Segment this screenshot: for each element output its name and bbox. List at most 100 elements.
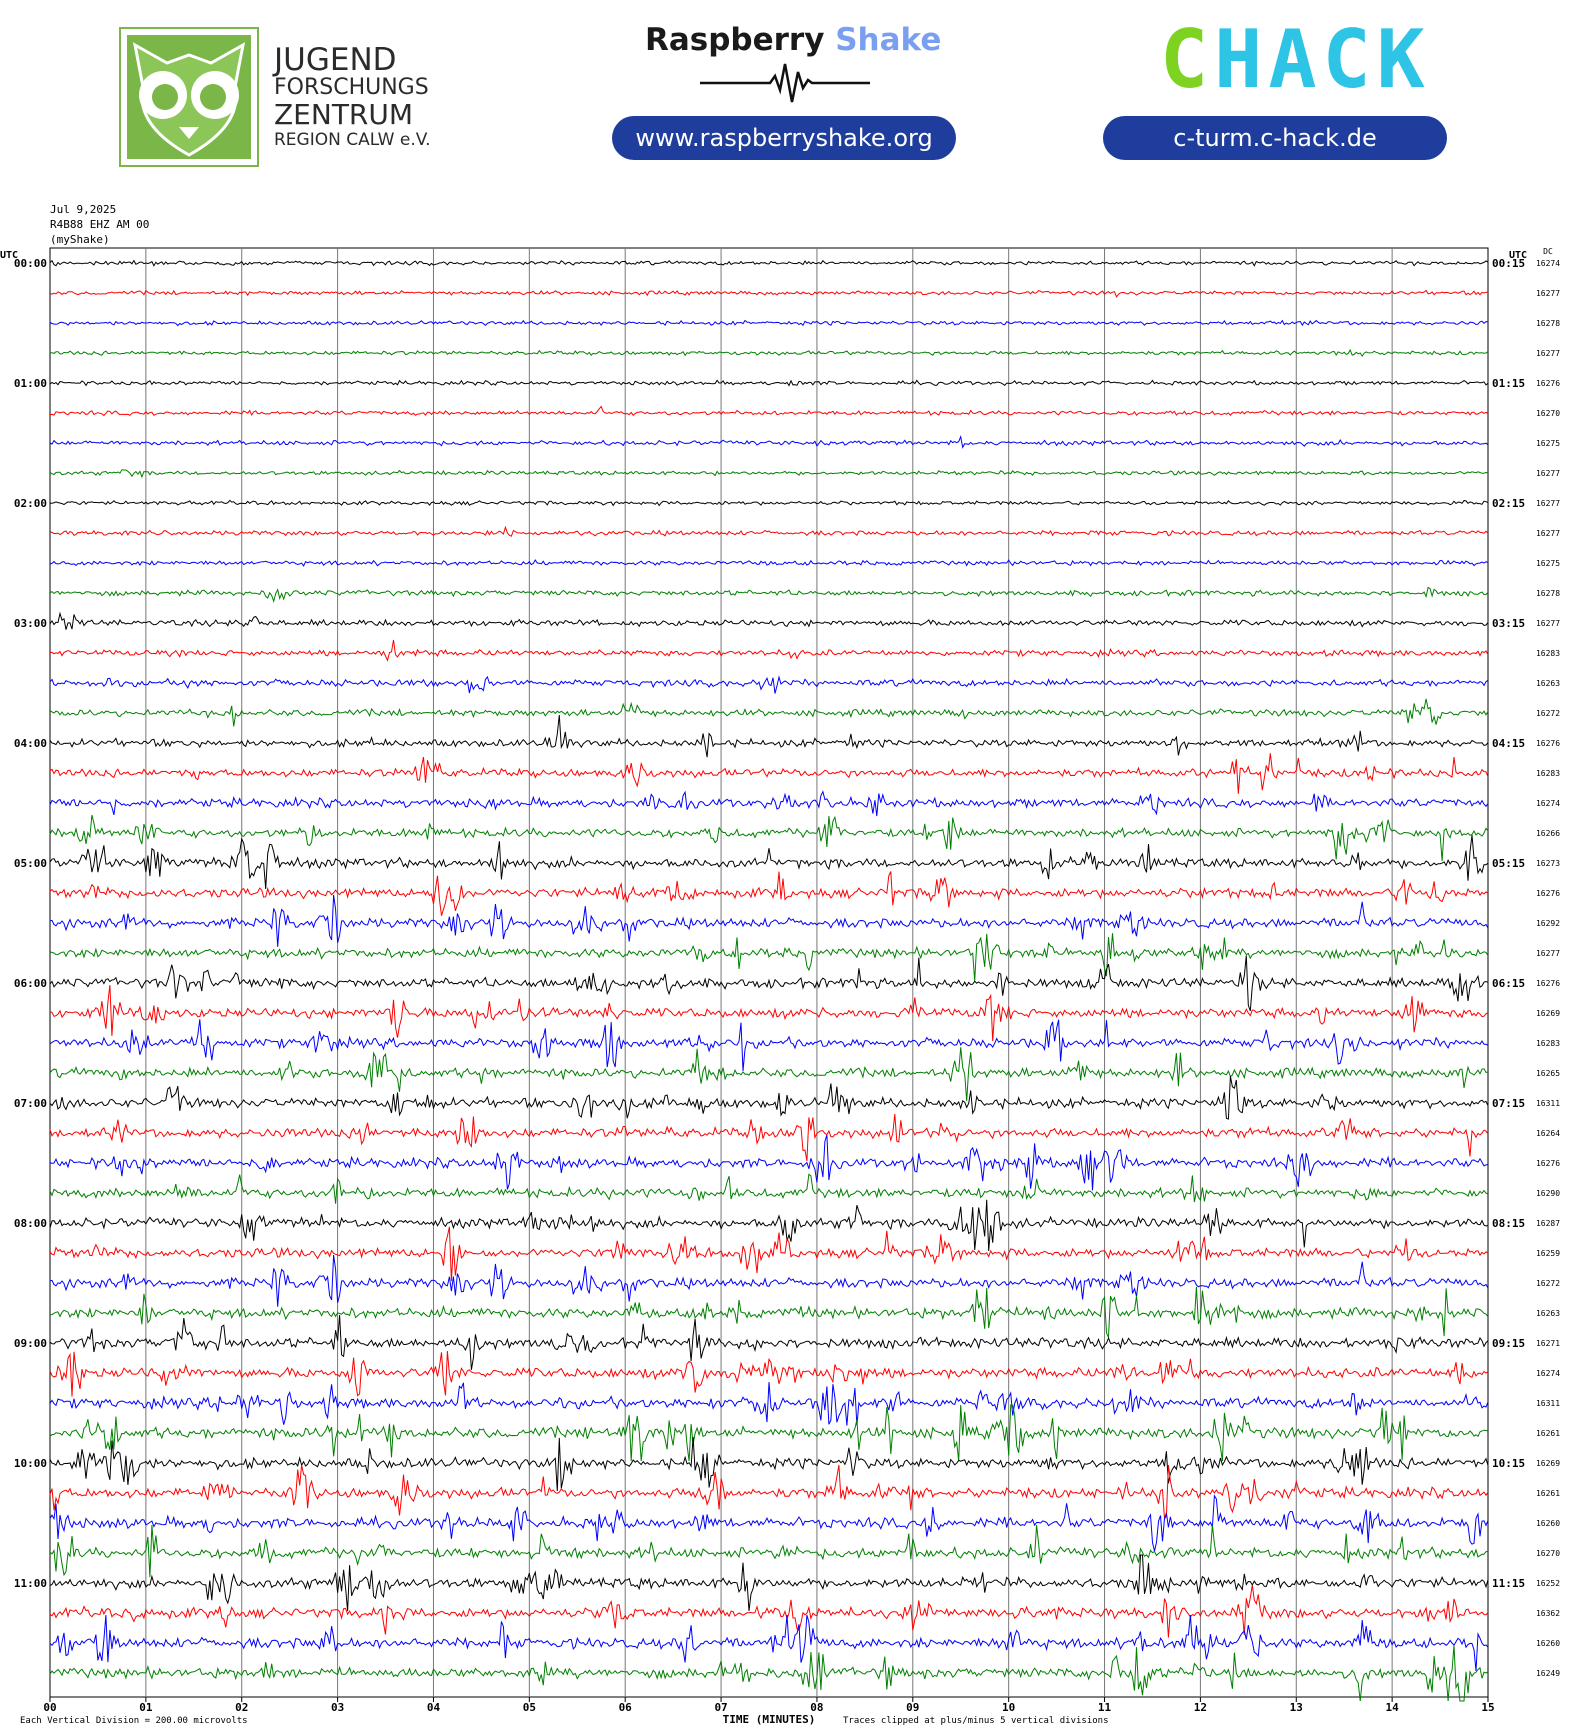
x-tick-label: 00 [43, 1701, 56, 1714]
trace-row-18 [49, 790, 1489, 817]
trace-row-44 [49, 1554, 1489, 1612]
org-name-line-4: REGION CALW e.V. [274, 130, 431, 150]
right-hour-label: 06:15 [1492, 977, 1525, 990]
left-hour-label: 10:00 [14, 1457, 47, 1470]
x-tick-label: 04 [427, 1701, 441, 1714]
dc-value: 16290 [1536, 1189, 1560, 1198]
x-tick-label: 14 [1386, 1701, 1400, 1714]
dc-value: 16283 [1536, 649, 1560, 658]
left-hour-label: 00:00 [14, 257, 47, 270]
helicorder-chart: 00 01 02 03 04 05 06 07 08 09 10 11 12 13 14 15 TIME (MI… [0, 247, 1560, 1726]
x-tick-label: 03 [331, 1701, 344, 1714]
dc-value: 16260 [1536, 1519, 1560, 1528]
trace-row-17 [49, 753, 1489, 794]
dc-value: 16270 [1536, 409, 1560, 418]
trace-row-34 [49, 1254, 1489, 1307]
rs-brand-blue: Shake [835, 22, 942, 58]
hack-brand-green: C [1160, 13, 1215, 106]
right-hour-label: 10:15 [1492, 1457, 1525, 1470]
dc-value: 16269 [1536, 1009, 1560, 1018]
trace-row-24 [49, 955, 1489, 1012]
dc-value: 16269 [1536, 1459, 1560, 1468]
trace-row-4 [49, 379, 1489, 387]
trace-row-21 [49, 871, 1489, 916]
dc-value: 16283 [1536, 769, 1560, 778]
dc-value: 16278 [1536, 319, 1560, 328]
x-tick-label: 07 [714, 1701, 727, 1714]
dc-value: 16275 [1536, 559, 1560, 568]
trace-row-32 [49, 1199, 1489, 1252]
right-hour-label: 07:15 [1492, 1097, 1525, 1110]
chart-title-source: (myShake) [50, 233, 110, 246]
left-hour-label: 07:00 [14, 1097, 47, 1110]
trace-row-46 [49, 1614, 1489, 1672]
trace-row-19 [49, 814, 1489, 862]
dc-value: 16271 [1536, 1339, 1560, 1348]
trace-row-43 [49, 1524, 1489, 1578]
dc-value: 16252 [1536, 1579, 1560, 1588]
dc-value: 16277 [1536, 529, 1560, 538]
left-hour-label: 05:00 [14, 857, 47, 870]
trace-row-0 [49, 259, 1489, 267]
trace-row-36 [49, 1314, 1489, 1370]
dc-value: 16362 [1536, 1609, 1560, 1618]
dc-value: 16276 [1536, 1159, 1560, 1168]
trace-row-23 [49, 933, 1489, 982]
org-name-line-3: ZENTRUM [274, 98, 414, 131]
dc-value: 16266 [1536, 829, 1560, 838]
trace-row-7 [49, 469, 1489, 479]
x-tick-label: 11 [1098, 1701, 1112, 1714]
right-hour-label: 09:15 [1492, 1337, 1525, 1350]
trace-row-20 [49, 834, 1489, 889]
raspberry-shake-logo: Raspberry Shake [645, 22, 941, 58]
left-hour-label: 03:00 [14, 617, 47, 630]
trace-row-15 [49, 698, 1489, 727]
trace-row-1 [49, 289, 1489, 298]
dc-value: 16275 [1536, 439, 1560, 448]
dc-value: 16261 [1536, 1489, 1560, 1498]
rs-url-link[interactable]: www.raspberryshake.org [612, 116, 956, 160]
dc-value: 16249 [1536, 1669, 1560, 1678]
right-hour-label: 03:15 [1492, 617, 1525, 630]
dc-value: 16276 [1536, 739, 1560, 748]
right-hour-label: 00:15 [1492, 257, 1525, 270]
dc-value: 16260 [1536, 1639, 1560, 1648]
right-hour-label: 04:15 [1492, 737, 1525, 750]
owl-icon [127, 35, 251, 159]
trace-row-16 [49, 714, 1489, 758]
trace-row-10 [49, 559, 1489, 567]
trace-row-38 [49, 1382, 1489, 1426]
dc-value: 16277 [1536, 349, 1560, 358]
dc-value: 16259 [1536, 1249, 1560, 1258]
right-hour-label: 08:15 [1492, 1217, 1525, 1230]
dc-value: 16277 [1536, 619, 1560, 628]
x-tick-label: 06 [619, 1701, 633, 1714]
trace-row-40 [49, 1436, 1489, 1492]
clip-note: Traces clipped at plus/minus 5 vertical … [843, 1716, 1109, 1726]
x-tick-label: 01 [139, 1701, 153, 1714]
dc-value: 16264 [1536, 1129, 1560, 1138]
dc-value: 16292 [1536, 919, 1560, 928]
dc-value: 16277 [1536, 949, 1560, 958]
dc-value: 16263 [1536, 679, 1560, 688]
dc-value: 16278 [1536, 589, 1560, 598]
right-hour-label: 02:15 [1492, 497, 1525, 510]
trace-row-31 [49, 1173, 1489, 1204]
trace-row-3 [49, 348, 1489, 358]
dc-value: 16261 [1536, 1429, 1560, 1438]
trace-row-13 [49, 639, 1489, 662]
jfz-logo [119, 27, 259, 167]
hack-url-link[interactable]: c-turm.c-hack.de [1103, 116, 1447, 160]
x-tick-label: 10 [1002, 1701, 1015, 1714]
trace-row-5 [49, 405, 1489, 417]
trace-row-9 [49, 525, 1489, 537]
trace-row-37 [49, 1350, 1489, 1397]
trace-row-28 [49, 1076, 1489, 1120]
dc-value: 16273 [1536, 859, 1560, 868]
trace-row-41 [49, 1464, 1489, 1521]
trace-row-22 [49, 894, 1489, 947]
dc-value: 16311 [1536, 1399, 1560, 1408]
dc-value: 16276 [1536, 889, 1560, 898]
dc-value: 16277 [1536, 289, 1560, 298]
trace-row-45 [49, 1584, 1489, 1638]
